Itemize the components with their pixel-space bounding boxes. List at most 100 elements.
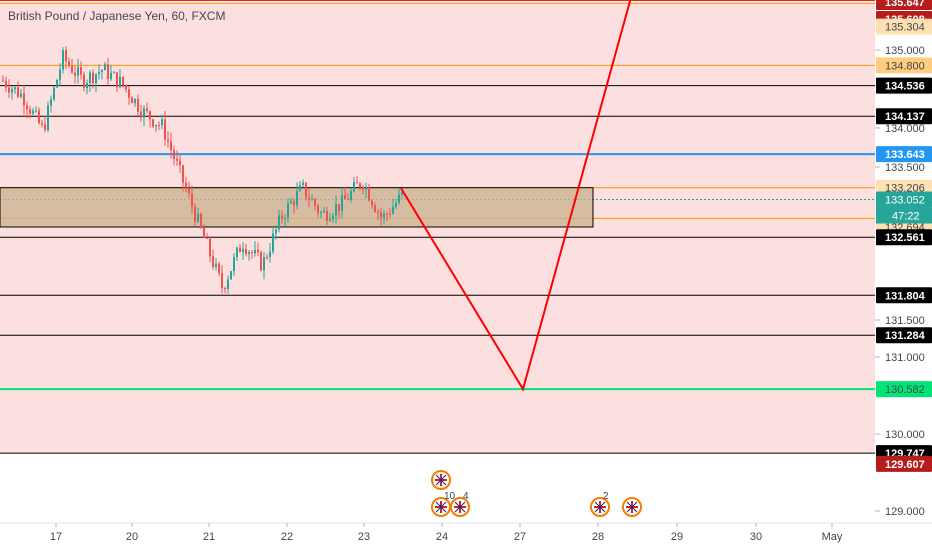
price-label[interactable]: 134.536 — [876, 77, 932, 94]
time-tick-label: 28 — [592, 531, 604, 543]
uk-flag-icon[interactable] — [622, 497, 642, 517]
candle-body — [266, 256, 268, 258]
candle-body — [128, 89, 130, 98]
candle-body — [389, 213, 391, 215]
price-label[interactable]: 132.561 — [876, 229, 932, 246]
candle-body — [65, 50, 67, 62]
uk-flag-icon[interactable] — [431, 470, 451, 490]
candle-body — [194, 206, 196, 222]
candle-body — [344, 195, 346, 200]
price-tick-label: 133.500 — [885, 162, 925, 174]
candle-body — [29, 109, 31, 114]
flag-diag — [594, 501, 606, 513]
candle-body — [104, 64, 106, 71]
candle-body — [347, 199, 349, 201]
price-label-text: 129.607 — [885, 459, 925, 471]
price-label[interactable]: 133.643 — [876, 146, 932, 163]
candle-body — [131, 97, 133, 104]
price-label[interactable]: 135.647 — [876, 0, 932, 10]
time-axis[interactable]: 17 20 21 22 23 24 27 28 29 30 May — [0, 522, 932, 543]
price-label-bg — [876, 327, 932, 344]
symbol-title: British Pound / Japanese Yen, 60, FXCM — [8, 9, 225, 23]
level-band — [0, 389, 875, 454]
price-label[interactable]: 129.607 — [876, 455, 932, 472]
candle-body — [203, 227, 205, 238]
candle-body — [278, 215, 280, 230]
time-tick-label: 20 — [126, 531, 138, 543]
time-tick-label: May — [822, 531, 843, 543]
candle-body — [125, 85, 127, 90]
candle-body — [98, 72, 100, 75]
price-label-text: 131.284 — [885, 330, 926, 342]
candle-body — [320, 212, 322, 214]
price-axis[interactable]: 135.000 134.000 133.500 131.500 131.000 130.0… — [875, 0, 932, 550]
price-tick-label: 129.000 — [885, 506, 925, 518]
candle-body — [80, 67, 82, 75]
economic-events[interactable]: 10 4 2 — [431, 470, 642, 517]
candle-body — [146, 108, 148, 112]
candle-body — [395, 202, 397, 207]
candle-body — [50, 99, 52, 106]
candle-body — [2, 80, 4, 82]
price-label[interactable]: 131.284 — [876, 327, 932, 344]
level-band — [0, 0, 875, 4]
candle-body — [8, 87, 10, 93]
candle-body — [119, 76, 121, 88]
candle-body — [209, 238, 211, 257]
candle-body — [356, 182, 358, 184]
flag-diag — [454, 501, 466, 513]
candle-body — [113, 72, 115, 74]
candle-body — [284, 217, 286, 219]
candle-body — [185, 182, 187, 189]
candle-body — [338, 204, 340, 211]
candle-body — [221, 273, 223, 289]
candle-body — [53, 87, 55, 100]
candle-body — [20, 93, 22, 97]
price-label[interactable]: 135.304 — [876, 18, 932, 35]
price-label[interactable]: 133.052 — [876, 191, 932, 208]
price-label[interactable]: 131.804 — [876, 287, 932, 304]
candle-body — [140, 111, 142, 118]
candle-body — [236, 247, 238, 258]
uk-flag-icon[interactable]: 4 — [450, 491, 470, 517]
candle-body — [38, 110, 40, 124]
candle-body — [281, 215, 283, 219]
price-label-bg — [876, 191, 932, 208]
price-label-text: 135.647 — [885, 0, 925, 9]
price-label-bg — [876, 287, 932, 304]
price-label[interactable]: 130.582 — [876, 381, 932, 398]
time-tick-label: 27 — [514, 531, 526, 543]
candle-body — [101, 70, 103, 73]
candle-body — [188, 188, 190, 194]
candle-body — [332, 215, 334, 219]
candle-body — [254, 249, 256, 254]
candle-body — [95, 74, 97, 84]
candle-body — [200, 213, 202, 228]
countdown-bg — [876, 207, 932, 224]
candle-body — [83, 74, 85, 89]
candle-body — [305, 182, 307, 198]
price-label-text: 132.561 — [885, 232, 925, 244]
price-label[interactable]: 134.137 — [876, 108, 932, 125]
price-label-bg — [876, 18, 932, 35]
price-label-bg — [876, 229, 932, 246]
candle-body — [161, 119, 163, 126]
uk-flag-icon[interactable]: 2 — [590, 491, 610, 517]
price-label[interactable]: 134.800 — [876, 57, 932, 74]
projection-path[interactable] — [400, 0, 638, 392]
candle-body — [173, 150, 175, 159]
candle-body — [158, 124, 160, 126]
level-band — [0, 85, 875, 117]
candle-body — [164, 119, 166, 140]
candle-body — [242, 248, 244, 253]
candle-body — [230, 271, 232, 280]
projection-line[interactable] — [400, 0, 636, 392]
candle-body — [89, 72, 91, 84]
candle-body — [137, 99, 139, 112]
price-tick-label: 134.000 — [885, 123, 925, 135]
candle-body — [47, 105, 49, 131]
price-label-text: 131.804 — [885, 290, 926, 302]
candle-body — [365, 187, 367, 190]
